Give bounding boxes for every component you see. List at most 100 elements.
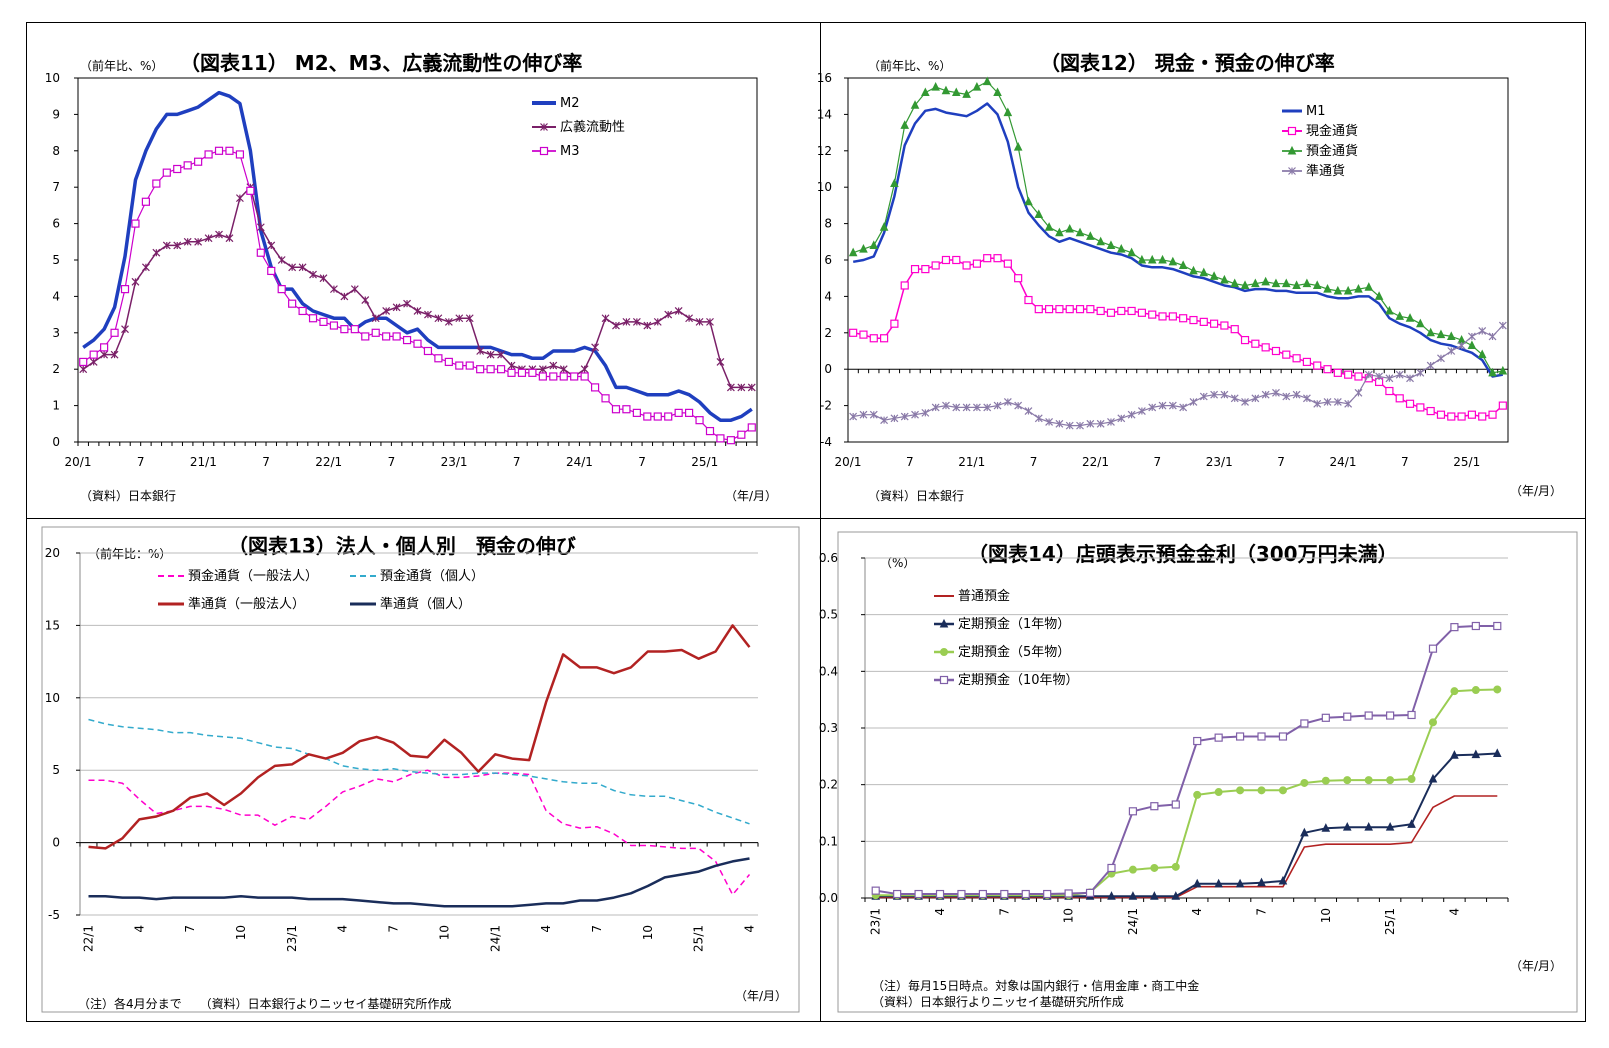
series-line	[852, 102, 1504, 378]
data-point	[1199, 267, 1209, 277]
data-point	[528, 368, 537, 377]
data-point	[235, 150, 245, 159]
series-line	[82, 150, 753, 441]
data-point	[1437, 354, 1445, 363]
y-tick-label: 6	[824, 253, 832, 267]
data-point	[952, 403, 961, 412]
data-point	[653, 412, 662, 421]
data-point	[1261, 390, 1270, 399]
data-point	[643, 412, 652, 421]
data-point	[978, 889, 987, 899]
legend-label: 準通貨（個人）	[380, 596, 471, 612]
data-point	[1024, 196, 1033, 206]
data-point	[1043, 889, 1052, 899]
y-tick-label: 0.6	[819, 551, 838, 565]
data-point	[121, 325, 129, 334]
x-tick-label: 4	[743, 925, 757, 933]
data-point	[517, 368, 527, 377]
data-point	[204, 234, 213, 243]
data-point	[1261, 276, 1270, 286]
data-point	[131, 277, 140, 286]
data-point	[476, 365, 485, 374]
data-point	[1312, 280, 1322, 289]
data-point	[747, 383, 756, 392]
data-point	[1220, 390, 1229, 399]
x-tick-label: 10	[641, 925, 655, 940]
data-point	[1364, 776, 1373, 785]
data-point	[900, 281, 909, 290]
legend-label: M2	[560, 96, 580, 111]
data-point	[1488, 367, 1497, 377]
data-point	[1405, 313, 1415, 322]
data-point	[1428, 718, 1437, 727]
data-point	[1261, 343, 1270, 352]
data-point	[89, 357, 98, 366]
data-point	[1271, 346, 1281, 356]
data-point	[982, 76, 992, 86]
data-point	[382, 332, 391, 341]
x-tick-label: 25/1	[1383, 908, 1397, 935]
data-point	[256, 248, 265, 257]
data-point	[110, 328, 119, 337]
data-point	[1096, 306, 1105, 316]
data-point	[1467, 340, 1477, 350]
chart14-plot: 0.0 0.1 0.2 0.3 0.4 0.5 0.6 23/1 4 7 10 24/1 4 7 10 25/…	[819, 551, 1509, 935]
data-point	[1065, 421, 1074, 430]
data-point	[1065, 223, 1075, 233]
data-point	[225, 234, 234, 243]
data-point	[1199, 392, 1208, 401]
data-point	[1407, 710, 1416, 720]
legend-label: M1	[1306, 104, 1326, 119]
data-point	[1321, 713, 1330, 722]
data-point	[880, 416, 889, 425]
data-point	[1137, 407, 1146, 415]
data-point	[972, 81, 982, 91]
y-tick-label: 0.3	[819, 721, 838, 735]
data-point	[1467, 410, 1477, 419]
data-point	[1343, 776, 1352, 785]
data-point	[1034, 305, 1043, 314]
x-tick-label: 24/1	[1330, 455, 1357, 469]
data-point	[1148, 310, 1157, 319]
data-point	[931, 81, 940, 91]
y-tick-label: 1	[52, 399, 60, 413]
chart11-source: （資料）日本銀行	[80, 489, 176, 503]
data-point	[1148, 403, 1157, 412]
data-point	[1117, 414, 1126, 423]
data-point	[1488, 410, 1497, 419]
data-point	[1192, 878, 1202, 888]
data-point	[1230, 325, 1239, 334]
data-point	[1034, 209, 1044, 218]
data-point	[507, 361, 516, 370]
y-tick-label: 20	[45, 546, 60, 560]
series-line	[853, 325, 1504, 427]
data-point	[350, 325, 359, 334]
data-point	[869, 334, 878, 343]
data-point	[1426, 406, 1435, 416]
y-tick-label: 0	[52, 836, 60, 850]
y-tick-label: 0	[824, 362, 832, 376]
data-point	[403, 299, 411, 308]
data-point	[695, 416, 704, 425]
data-point	[1230, 394, 1239, 403]
data-point	[1457, 412, 1466, 421]
data-point	[1292, 354, 1301, 363]
data-point	[1386, 776, 1395, 785]
data-point	[1313, 399, 1322, 408]
data-point	[1013, 142, 1023, 151]
data-point	[921, 265, 930, 274]
x-tick-label: 22/1	[315, 455, 342, 469]
data-point	[1385, 386, 1394, 396]
data-point	[1214, 733, 1223, 742]
chart14-title: （図表14）店頭表示預金金利（300万円未満）	[968, 542, 1398, 566]
legend-marker	[540, 123, 548, 131]
data-point	[1278, 732, 1288, 741]
data-point	[1333, 398, 1342, 406]
data-point	[716, 357, 725, 366]
data-point	[900, 412, 909, 421]
data-point	[1492, 748, 1502, 757]
chart11-plot: 0 1 2 3 4 5 6 7 8 9 10 20/1 7 21/1 7 22/1 7 23/1 7 24/1 7 25/…	[45, 71, 758, 469]
data-point	[1096, 419, 1105, 428]
data-point	[1426, 361, 1435, 370]
data-point	[1313, 361, 1322, 370]
